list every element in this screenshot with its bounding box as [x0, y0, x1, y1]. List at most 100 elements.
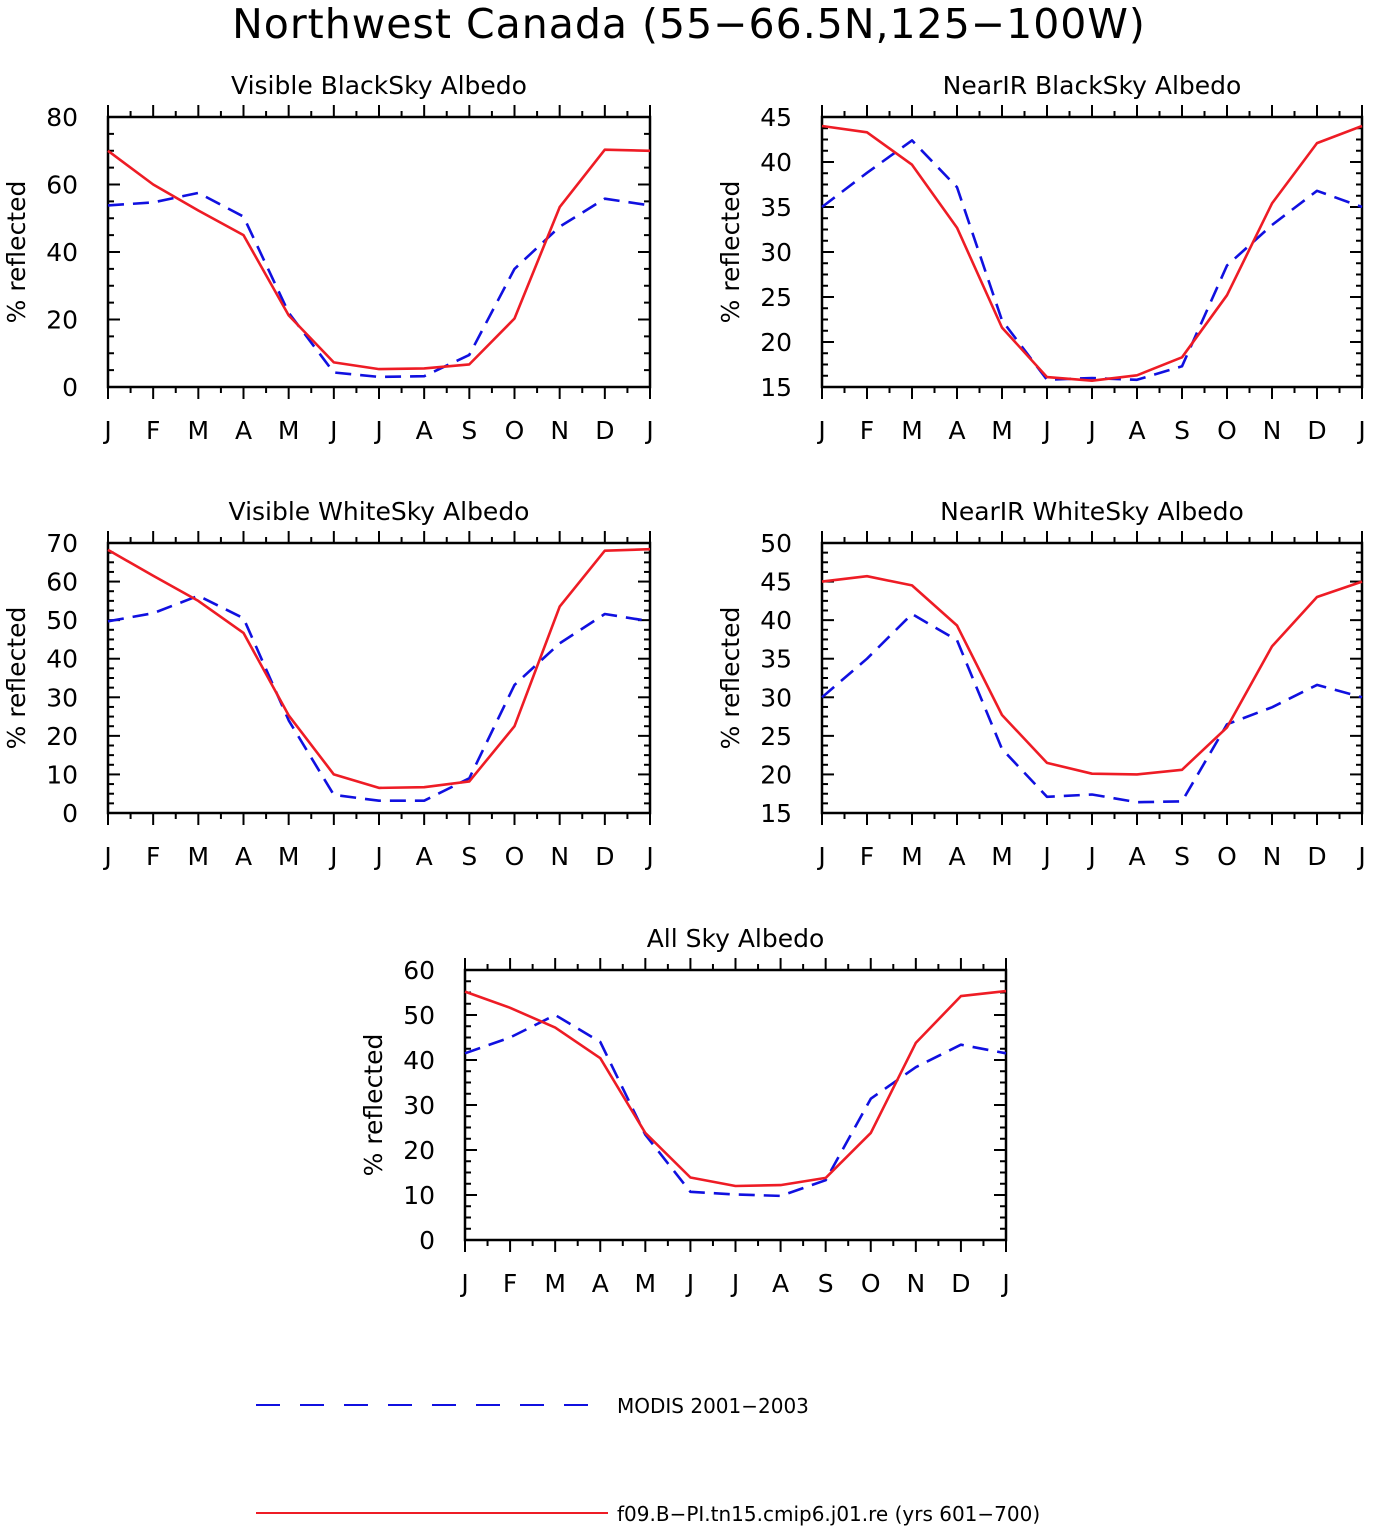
series-line-modis [464, 1013, 1007, 1198]
x-tick-label: F [503, 1269, 517, 1298]
x-tick-label: O [861, 1269, 881, 1298]
x-tick-label: D [595, 842, 614, 871]
x-tick-label: S [1174, 416, 1190, 445]
x-tick-label: F [860, 842, 874, 871]
y-tick-label: 50 [46, 606, 78, 635]
x-tick-label: J [685, 1269, 694, 1298]
legend-label-modis: MODIS 2001−2003 [617, 1394, 809, 1418]
y-tick-label: 25 [760, 722, 792, 751]
y-tick-label: 50 [403, 1001, 435, 1030]
y-axis-label: % reflected [2, 181, 31, 324]
y-axis-label: % reflected [716, 181, 745, 324]
x-tick-label: N [906, 1269, 925, 1298]
y-tick-label: 20 [46, 722, 78, 751]
x-tick-label: M [278, 842, 300, 871]
y-tick-label: 10 [403, 1181, 435, 1210]
x-tick-label: J [1356, 416, 1365, 445]
y-tick-label: 40 [46, 238, 78, 267]
x-tick-label: M [188, 842, 210, 871]
plot-frame [463, 968, 1008, 1242]
y-tick-label: 40 [46, 645, 78, 674]
y-tick-label: 20 [46, 306, 78, 335]
x-tick-label: S [818, 1269, 834, 1298]
x-tick-label: D [1307, 842, 1326, 871]
chart-panels: Visible BlackSky Albedo % reflected 0 20 40 6… [2, 71, 1366, 1298]
x-tick-label: S [1174, 842, 1190, 871]
x-tick-label: S [461, 842, 477, 871]
x-tick-label: A [235, 842, 252, 871]
x-tick-label: J [1041, 416, 1050, 445]
y-tick-label: 0 [62, 799, 78, 828]
y-tick-label: 15 [760, 799, 792, 828]
x-tick-label: J [1041, 842, 1050, 871]
series-line-model [821, 124, 1363, 383]
y-tick-label: 30 [46, 683, 78, 712]
x-tick-label: M [991, 842, 1013, 871]
panel-title: NearIR WhiteSky Albedo [940, 497, 1244, 526]
series-line-modis [821, 612, 1363, 804]
y-tick-label: 15 [760, 373, 792, 402]
x-tick-label: M [278, 416, 300, 445]
x-tick-label: J [373, 842, 382, 871]
chart-panel-3: NearIR WhiteSky Albedo % reflected 15 20 25 3… [716, 497, 1366, 871]
x-tick-label: J [1356, 842, 1365, 871]
y-tick-label: 70 [46, 529, 78, 558]
x-tick-label: J [459, 1269, 468, 1298]
y-tick-label: 30 [403, 1091, 435, 1120]
x-tick-label: M [635, 1269, 657, 1298]
y-tick-label: 40 [760, 148, 792, 177]
x-tick-label: A [1128, 842, 1145, 871]
panel-title: Visible WhiteSky Albedo [229, 497, 530, 526]
x-tick-label: O [1217, 416, 1237, 445]
series-line-model [107, 148, 651, 371]
x-tick-label: O [1217, 842, 1237, 871]
y-tick-label: 0 [62, 373, 78, 402]
x-tick-label: J [1086, 842, 1095, 871]
x-tick-label: A [592, 1269, 609, 1298]
x-tick-label: M [188, 416, 210, 445]
y-axis-label: % reflected [2, 607, 31, 750]
y-tick-label: 35 [760, 645, 792, 674]
y-tick-label: 35 [760, 193, 792, 222]
x-tick-label: O [505, 842, 525, 871]
x-tick-label: J [730, 1269, 739, 1298]
y-tick-label: 20 [403, 1136, 435, 1165]
y-axis-label: % reflected [716, 607, 745, 750]
y-tick-label: 40 [403, 1046, 435, 1075]
x-tick-label: N [550, 842, 569, 871]
legend: MODIS 2001−2003 f09.B−PI.tn15.cmip6.j01.… [256, 1394, 1040, 1526]
x-tick-label: J [1000, 1269, 1009, 1298]
chart-panel-1: NearIR BlackSky Albedo % reflected 15 20 25 3… [716, 71, 1366, 445]
x-tick-label: D [1307, 416, 1326, 445]
y-tick-label: 45 [760, 568, 792, 597]
series-line-modis [107, 191, 651, 379]
x-tick-label: A [235, 416, 252, 445]
x-tick-label: F [146, 416, 160, 445]
chart-panel-4: All Sky Albedo % reflected 0 10 20 30 40 50 60 J F… [359, 924, 1010, 1298]
x-tick-label: J [816, 842, 825, 871]
y-tick-label: 60 [46, 171, 78, 200]
panel-title: NearIR BlackSky Albedo [943, 71, 1242, 100]
series-line-model [464, 989, 1007, 1188]
y-tick-label: 0 [419, 1226, 435, 1255]
y-tick-label: 60 [46, 568, 78, 597]
x-tick-label: J [644, 416, 653, 445]
y-axis-label: % reflected [359, 1034, 388, 1177]
panel-title: All Sky Albedo [647, 924, 825, 953]
chart-panel-0: Visible BlackSky Albedo % reflected 0 20 40 6… [2, 71, 654, 445]
y-tick-label: 10 [46, 760, 78, 789]
series-line-model [107, 547, 651, 790]
y-tick-label: 40 [760, 606, 792, 635]
x-tick-label: A [948, 842, 965, 871]
plot-frame [106, 115, 652, 389]
x-tick-label: A [416, 416, 433, 445]
x-tick-label: M [991, 416, 1013, 445]
x-tick-label: S [461, 416, 477, 445]
x-tick-label: F [860, 416, 874, 445]
x-tick-label: F [146, 842, 160, 871]
x-tick-label: J [102, 842, 111, 871]
x-tick-label: O [505, 416, 525, 445]
panel-title: Visible BlackSky Albedo [231, 71, 527, 100]
x-tick-label: M [901, 416, 923, 445]
